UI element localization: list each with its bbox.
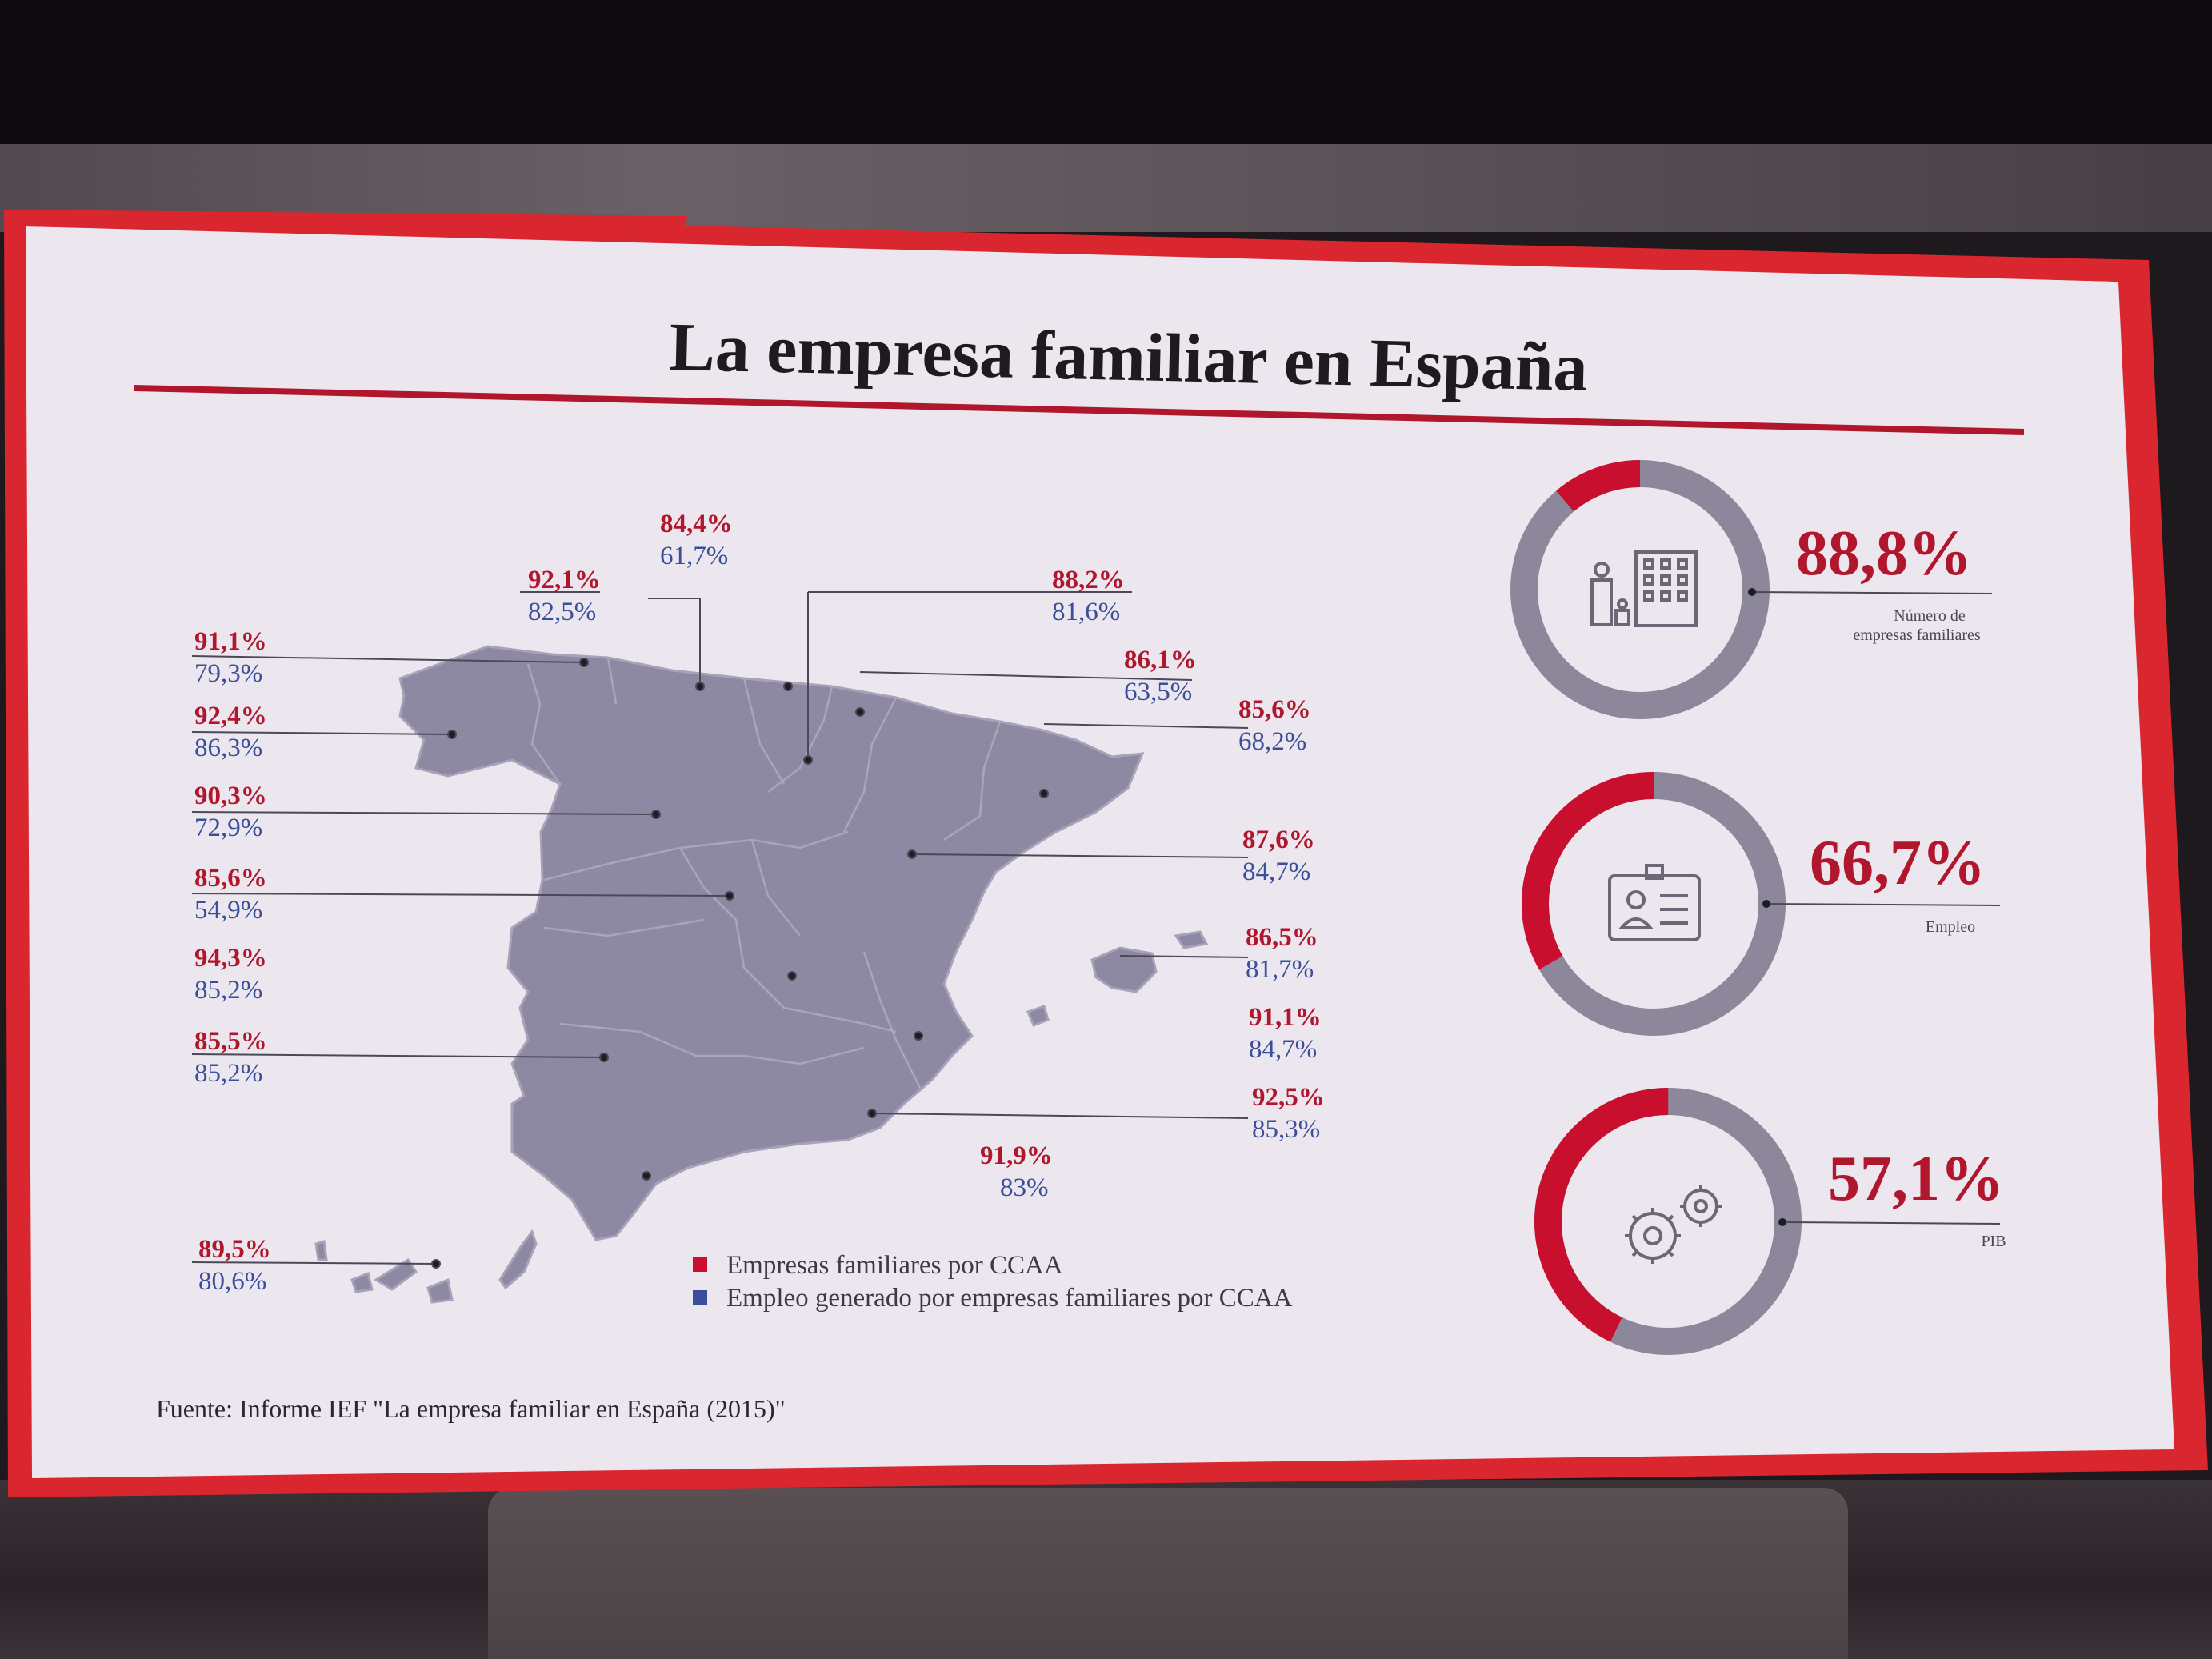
id-badge-icon	[1608, 864, 1701, 941]
legend-blue-swatch	[693, 1290, 707, 1305]
spain-map	[314, 645, 1209, 1304]
legend-red-swatch	[693, 1257, 707, 1272]
region-red-value: 85,6%	[194, 864, 267, 893]
map-canary-4	[426, 1277, 454, 1304]
kpi-label-pib: PIB	[1981, 1233, 2006, 1250]
region-blue-value: 81,7%	[1246, 955, 1314, 984]
leader-lines	[191, 591, 1249, 1269]
legend-blue-label: Empleo generado por empresas familiares …	[726, 1284, 1293, 1313]
region-blue-value: 61,7%	[660, 542, 728, 570]
region-red-value: 91,1%	[1249, 1003, 1322, 1032]
map-mallorca	[1090, 946, 1158, 993]
region-blue-value: 85,2%	[194, 1059, 262, 1088]
kpi-value-pib: 57,1%	[1828, 1144, 2004, 1214]
region-blue-value: 83%	[1000, 1173, 1049, 1202]
kpi-label-empresas-line1: Número de	[1894, 607, 1966, 625]
region-blue-value: 85,3%	[1252, 1115, 1320, 1144]
kpi-value-empresas: 88,8%	[1796, 518, 1972, 589]
map-region-borders	[526, 657, 1002, 1089]
region-red-value: 91,1%	[194, 627, 267, 656]
frame-tab-right	[1792, 258, 2128, 282]
legend: Empresas familiares por CCAA Empleo gene…	[693, 1251, 1293, 1313]
region-blue-value: 85,2%	[194, 976, 262, 1005]
region-blue-value: 68,2%	[1238, 727, 1306, 756]
map-canary-2	[350, 1271, 374, 1293]
stage-block	[488, 1488, 1848, 1659]
region-red-value: 86,1%	[1124, 646, 1197, 674]
region-blue-value: 63,5%	[1124, 678, 1192, 706]
map-canary-5	[498, 1229, 538, 1290]
region-red-value: 94,3%	[194, 944, 267, 973]
region-red-value: 86,5%	[1246, 923, 1318, 952]
region-red-value: 90,3%	[194, 782, 267, 810]
region-blue-value: 54,9%	[194, 896, 262, 925]
map-canary-1	[314, 1240, 328, 1261]
region-blue-value: 80,6%	[198, 1267, 266, 1296]
region-red-value: 87,6%	[1242, 826, 1315, 854]
region-red-value: 84,4%	[660, 510, 733, 538]
map-ibiza	[1026, 1005, 1050, 1027]
region-labels: 84,4% 61,7% 92,1% 82,5% 88,2% 81,6% 91,1…	[194, 510, 1325, 1296]
region-red-value: 91,9%	[980, 1141, 1053, 1170]
room-ceiling	[0, 0, 2212, 152]
kpi-label-empleo: Empleo	[1926, 918, 1975, 936]
region-blue-value: 79,3%	[194, 659, 262, 688]
region-blue-value: 84,7%	[1249, 1035, 1317, 1064]
map-canary-3	[374, 1257, 418, 1291]
building-family-icon	[1590, 550, 1698, 627]
kpi-value-empleo: 66,7%	[1810, 828, 1986, 898]
legend-red-label: Empresas familiares por CCAA	[726, 1251, 1063, 1280]
gears-icon	[1625, 1185, 1722, 1264]
source-note: Fuente: Informe IEF "La empresa familiar…	[156, 1394, 786, 1423]
region-blue-value: 81,6%	[1052, 598, 1120, 626]
region-red-value: 92,5%	[1252, 1083, 1325, 1112]
kpi-label-empresas-line2: empresas familiares	[1853, 626, 1981, 644]
region-red-value: 88,2%	[1052, 566, 1125, 594]
region-red-value: 89,5%	[198, 1235, 271, 1264]
region-red-value: 85,5%	[194, 1027, 267, 1056]
kpi-ring-empleo	[1522, 772, 2001, 1036]
region-blue-value: 84,7%	[1242, 857, 1310, 886]
region-blue-value: 82,5%	[528, 598, 596, 626]
region-blue-value: 72,9%	[194, 814, 262, 842]
region-red-value: 92,1%	[528, 566, 601, 594]
region-blue-value: 86,3%	[194, 734, 262, 762]
title-underline	[134, 385, 2025, 435]
region-red-value: 85,6%	[1238, 695, 1311, 724]
region-red-value: 92,4%	[194, 702, 267, 730]
frame-tab-left	[8, 210, 688, 240]
kpi-ring-empresas	[1510, 460, 1993, 719]
kpi-ring-pib	[1534, 1088, 2001, 1355]
map-menorca	[1174, 930, 1209, 949]
